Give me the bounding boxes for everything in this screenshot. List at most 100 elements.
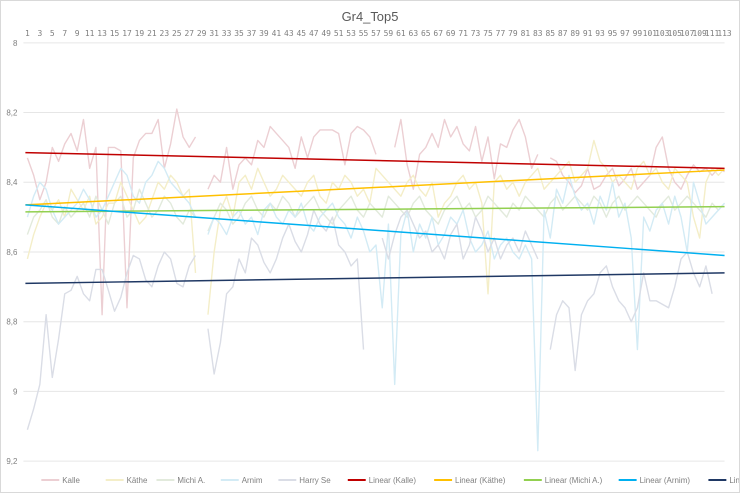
trendline-linear-arnim- xyxy=(25,204,725,257)
x-tick-label: 73 xyxy=(471,29,481,38)
series-line-michi-a- xyxy=(26,188,726,235)
x-tick-label: 47 xyxy=(309,29,319,38)
y-tick-label: 8,2 xyxy=(6,109,18,118)
trendline-linear-kalle- xyxy=(25,151,725,170)
x-tick-label: 95 xyxy=(608,29,618,38)
x-tick-label: 105 xyxy=(668,29,683,38)
y-tick-label: 8,4 xyxy=(6,178,18,187)
legend-label: Linear (Michi A.) xyxy=(545,476,603,485)
x-tick-label: 103 xyxy=(655,29,670,38)
x-tick-label: 113 xyxy=(717,29,732,38)
legend-item: Linear (Arnim) xyxy=(618,476,691,485)
chart-title: Gr4_Top5 xyxy=(342,9,399,24)
legend-item: Harry Se xyxy=(278,476,331,485)
x-tick-label: 93 xyxy=(595,29,605,38)
legend-item: Linear (Käthe) xyxy=(434,476,506,485)
x-tick-label: 1 xyxy=(25,29,30,38)
y-tick-label: 9 xyxy=(13,387,18,396)
legend-label: Harry Se xyxy=(299,476,331,485)
x-tick-label: 11 xyxy=(85,29,95,38)
x-tick-label: 77 xyxy=(496,29,506,38)
x-tick-label: 63 xyxy=(409,29,419,38)
x-tick-label: 89 xyxy=(570,29,580,38)
legend-label: Linear (Kalle) xyxy=(369,476,417,485)
x-tick-label: 75 xyxy=(483,29,493,38)
x-tick-label: 35 xyxy=(234,29,244,38)
x-tick-label: 19 xyxy=(135,29,145,38)
x-tick-label: 25 xyxy=(172,29,182,38)
x-tick-label: 65 xyxy=(421,29,431,38)
x-tick-label: 111 xyxy=(705,29,720,38)
x-tick-label: 109 xyxy=(692,29,707,38)
x-tick-label: 87 xyxy=(558,29,568,38)
x-tick-label: 81 xyxy=(521,29,531,38)
x-tick-label: 71 xyxy=(458,29,468,38)
trendline-linear-michi-a- xyxy=(25,205,725,213)
legend-item: Linear (Kalle) xyxy=(347,476,417,485)
x-tick-label: 13 xyxy=(97,29,107,38)
legend-label: Käthe xyxy=(127,476,148,485)
legend: Kalle Käthe Michi A. Arnim Harry Se Linear (K… xyxy=(41,476,740,485)
x-tick-label: 101 xyxy=(643,29,658,38)
x-tick-label: 79 xyxy=(508,29,518,38)
x-tick-label: 91 xyxy=(583,29,593,38)
x-tick-label: 7 xyxy=(62,29,67,38)
x-tick-label: 33 xyxy=(222,29,232,38)
x-tick-label: 45 xyxy=(296,29,306,38)
legend-item: Kalle xyxy=(41,476,81,485)
legend-label: Arnim xyxy=(242,476,263,485)
y-axis-ticks: 8 8,2 8,4 8,6 8,8 9 9,2 xyxy=(6,39,18,466)
x-tick-label: 57 xyxy=(371,29,381,38)
x-tick-label: 43 xyxy=(284,29,294,38)
legend-label: Linear (Arnim) xyxy=(640,476,691,485)
legend-label: Michi A. xyxy=(177,476,205,485)
legend-item: Michi A. xyxy=(156,476,205,485)
x-tick-label: 69 xyxy=(446,29,456,38)
legend-label: Linear (Käthe) xyxy=(455,476,506,485)
x-tick-label: 85 xyxy=(545,29,555,38)
series-line-kalle xyxy=(26,108,725,316)
legend-item: Linear (Harry Se) xyxy=(708,476,740,485)
x-tick-label: 5 xyxy=(50,29,55,38)
legend-label: Kalle xyxy=(62,476,80,485)
legend-label: Linear (Harry Se) xyxy=(729,476,740,485)
x-tick-label: 51 xyxy=(334,29,344,38)
x-axis-ticks: 1 3 5 7 9 11 13 15 17 19 21 23 25 27 29 31 33 35 37 39 41 43 4… xyxy=(25,29,732,38)
y-tick-label: 9,2 xyxy=(6,457,18,466)
x-tick-label: 83 xyxy=(533,29,543,38)
y-tick-label: 8,8 xyxy=(6,318,18,327)
trendline-linear-k-the- xyxy=(25,169,725,206)
x-tick-label: 59 xyxy=(384,29,394,38)
legend-item: Käthe xyxy=(105,476,148,485)
x-tick-label: 27 xyxy=(184,29,194,38)
x-tick-label: 49 xyxy=(321,29,331,38)
x-tick-label: 55 xyxy=(359,29,369,38)
x-tick-label: 39 xyxy=(259,29,269,38)
x-tick-label: 107 xyxy=(680,29,695,38)
trendline-linear-harry-se- xyxy=(25,272,725,285)
gridlines xyxy=(23,42,725,462)
series-line-arnim xyxy=(26,160,726,452)
x-tick-label: 29 xyxy=(197,29,207,38)
legend-item: Linear (Michi A.) xyxy=(523,476,603,485)
x-tick-label: 3 xyxy=(37,29,42,38)
x-tick-label: 17 xyxy=(122,29,132,38)
x-tick-label: 61 xyxy=(396,29,406,38)
x-tick-label: 53 xyxy=(346,29,356,38)
series-lines xyxy=(26,108,726,452)
x-tick-label: 37 xyxy=(247,29,257,38)
x-tick-label: 99 xyxy=(633,29,643,38)
x-tick-label: 15 xyxy=(110,29,120,38)
x-tick-label: 67 xyxy=(433,29,443,38)
series-line-harry-se xyxy=(26,209,713,430)
x-tick-label: 9 xyxy=(75,29,80,38)
legend-item: Arnim xyxy=(220,476,263,485)
trend-lines xyxy=(25,151,725,285)
y-tick-label: 8,6 xyxy=(6,248,18,257)
x-tick-label: 31 xyxy=(209,29,219,38)
x-tick-label: 23 xyxy=(160,29,170,38)
y-tick-label: 8 xyxy=(13,39,18,48)
x-tick-label: 97 xyxy=(620,29,630,38)
x-tick-label: 21 xyxy=(147,29,157,38)
